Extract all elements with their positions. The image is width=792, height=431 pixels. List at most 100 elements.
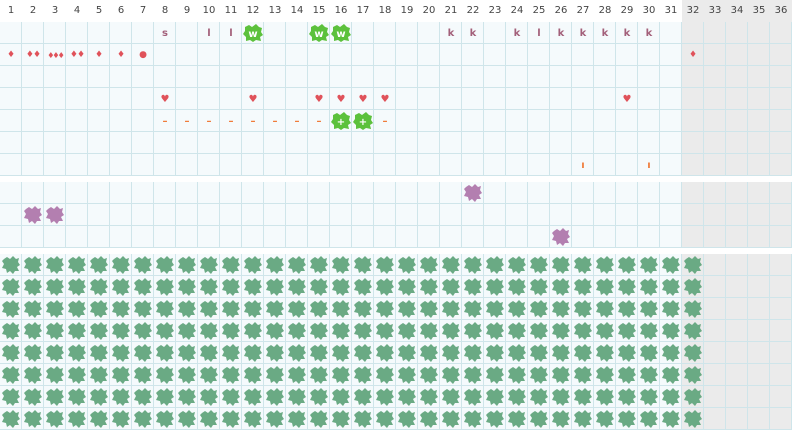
day-cell[interactable] <box>330 132 352 154</box>
day-cell[interactable] <box>704 386 726 408</box>
day-cell[interactable] <box>704 226 726 248</box>
moss-tile[interactable] <box>1 343 21 363</box>
moss-tile[interactable] <box>89 409 109 429</box>
day-cell[interactable] <box>594 154 616 176</box>
day-cell[interactable] <box>660 154 682 176</box>
day-cell[interactable] <box>462 88 484 110</box>
moss-tile[interactable] <box>177 409 197 429</box>
day-cell[interactable] <box>726 110 748 132</box>
day-cell[interactable] <box>484 226 506 248</box>
day-cell[interactable] <box>154 204 176 226</box>
day-cell[interactable] <box>704 22 726 44</box>
day-cell[interactable] <box>0 110 22 132</box>
day-cell[interactable] <box>176 154 198 176</box>
moss-tile[interactable] <box>45 321 65 341</box>
day-cell[interactable] <box>638 182 660 204</box>
day-cell[interactable] <box>418 132 440 154</box>
moss-tile[interactable] <box>287 365 307 385</box>
moss-tile[interactable] <box>353 321 373 341</box>
day-cell[interactable] <box>528 88 550 110</box>
moss-tile[interactable] <box>661 387 681 407</box>
day-cell[interactable] <box>132 66 154 88</box>
day-cell[interactable] <box>726 320 748 342</box>
moss-tile[interactable] <box>639 365 659 385</box>
day-cell[interactable] <box>418 204 440 226</box>
drops-mark[interactable]: ♦ <box>116 50 126 60</box>
moss-tile[interactable] <box>1 299 21 319</box>
day-cell[interactable] <box>572 154 594 176</box>
day-cell[interactable] <box>616 132 638 154</box>
day-cell[interactable] <box>110 66 132 88</box>
day-cell[interactable] <box>462 154 484 176</box>
moss-tile[interactable] <box>617 277 637 297</box>
moss-tile[interactable] <box>23 255 43 275</box>
moss-tile[interactable] <box>89 255 109 275</box>
day-cell[interactable] <box>440 226 462 248</box>
moss-tile[interactable] <box>353 387 373 407</box>
day-cell[interactable] <box>132 226 154 248</box>
moss-tile[interactable] <box>485 387 505 407</box>
day-cell[interactable] <box>110 132 132 154</box>
day-cell[interactable] <box>198 44 220 66</box>
moss-tile[interactable] <box>243 277 263 297</box>
day-cell[interactable] <box>484 182 506 204</box>
moss-tile[interactable] <box>573 321 593 341</box>
moss-tile[interactable] <box>573 255 593 275</box>
day-cell[interactable] <box>550 88 572 110</box>
day-cell[interactable] <box>704 154 726 176</box>
moss-tile[interactable] <box>133 387 153 407</box>
day-cell[interactable] <box>198 132 220 154</box>
day-cell[interactable] <box>462 22 484 44</box>
moss-tile[interactable] <box>463 365 483 385</box>
moss-tile[interactable] <box>441 387 461 407</box>
day-cell[interactable] <box>748 320 770 342</box>
drops-mark[interactable]: ♦ <box>688 50 698 60</box>
day-cell[interactable] <box>726 154 748 176</box>
moss-tile[interactable] <box>23 387 43 407</box>
day-cell[interactable] <box>88 154 110 176</box>
moss-tile[interactable] <box>419 277 439 297</box>
day-cell[interactable] <box>176 226 198 248</box>
moss-tile[interactable] <box>529 409 549 429</box>
moss-tile[interactable] <box>485 409 505 429</box>
day-cell[interactable] <box>132 154 154 176</box>
day-cell[interactable] <box>374 154 396 176</box>
day-cell[interactable] <box>616 110 638 132</box>
moss-tile[interactable] <box>353 365 373 385</box>
letters-mark[interactable]: l <box>537 27 541 39</box>
day-cell[interactable] <box>308 204 330 226</box>
moss-tile[interactable] <box>375 365 395 385</box>
moss-tile[interactable] <box>155 343 175 363</box>
day-cell[interactable] <box>726 44 748 66</box>
day-cell[interactable] <box>396 154 418 176</box>
moss-tile[interactable] <box>287 409 307 429</box>
day-cell[interactable] <box>374 22 396 44</box>
day-cell[interactable] <box>660 44 682 66</box>
moss-tile[interactable] <box>529 343 549 363</box>
day-cell[interactable] <box>440 204 462 226</box>
letters-mark[interactable]: k <box>469 27 477 39</box>
day-cell[interactable] <box>726 132 748 154</box>
day-cell[interactable] <box>198 204 220 226</box>
moss-tile[interactable] <box>177 387 197 407</box>
moss-tile[interactable] <box>265 299 285 319</box>
day-cell[interactable] <box>616 182 638 204</box>
day-cell[interactable] <box>242 44 264 66</box>
day-cell[interactable] <box>418 44 440 66</box>
moss-tile[interactable] <box>485 343 505 363</box>
moss-tile[interactable] <box>507 387 527 407</box>
moss-tile[interactable] <box>617 387 637 407</box>
day-cell[interactable] <box>726 226 748 248</box>
moss-tile[interactable] <box>661 255 681 275</box>
moss-tile[interactable] <box>67 387 87 407</box>
moss-tile[interactable] <box>661 277 681 297</box>
moss-tile[interactable] <box>683 321 703 341</box>
day-cell[interactable] <box>66 226 88 248</box>
moss-tile[interactable] <box>617 343 637 363</box>
day-cell[interactable] <box>704 132 726 154</box>
moss-tile[interactable] <box>573 409 593 429</box>
day-cell[interactable] <box>770 320 792 342</box>
moss-tile[interactable] <box>463 277 483 297</box>
moss-tile[interactable] <box>573 343 593 363</box>
day-cell[interactable] <box>308 88 330 110</box>
